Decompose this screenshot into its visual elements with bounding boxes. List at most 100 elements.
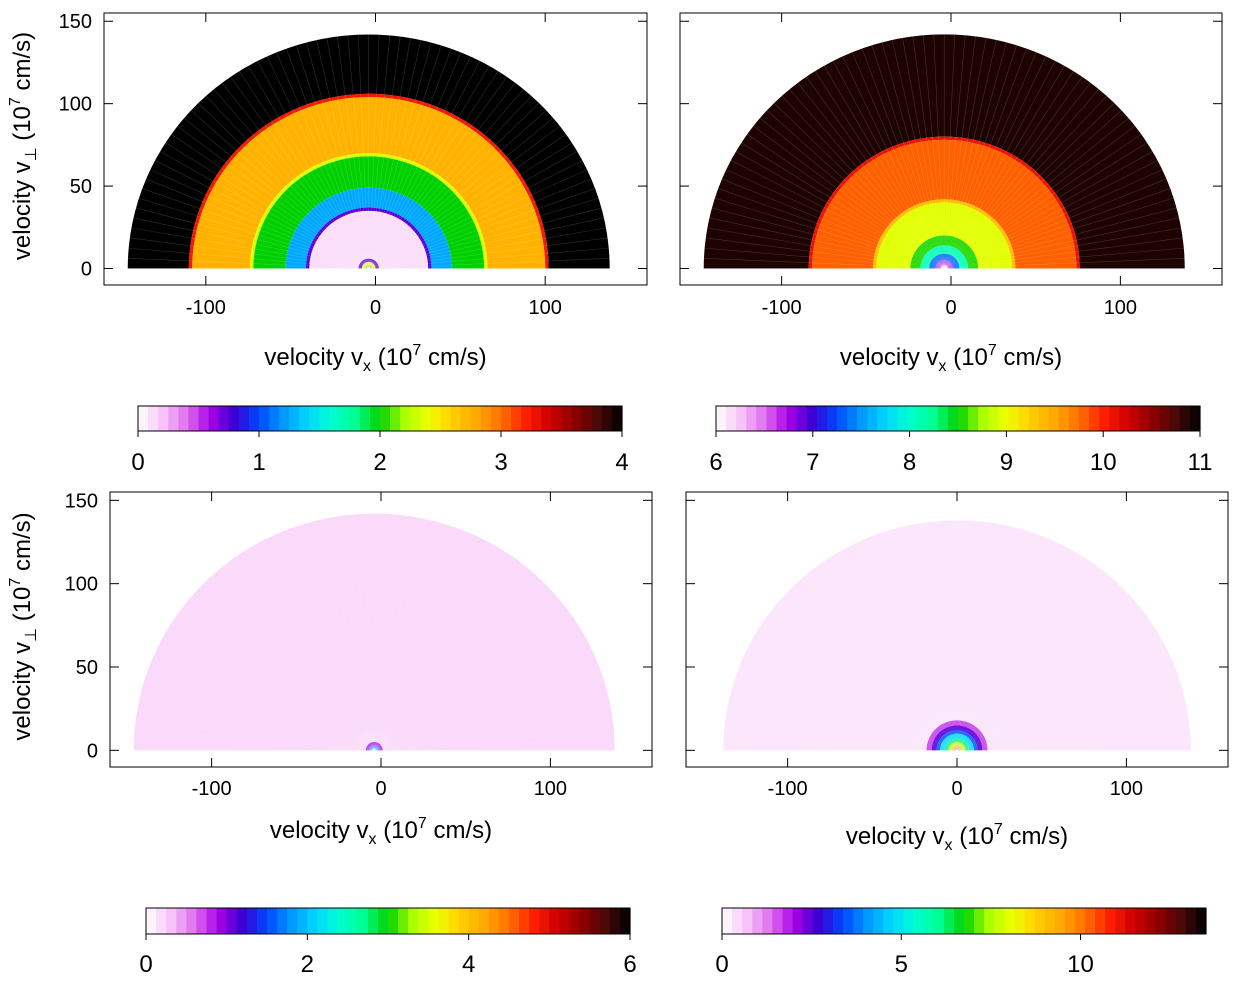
cell-spoke [944, 151, 1153, 269]
colorbar-swatch [907, 406, 919, 431]
colorbar-swatch [1159, 406, 1171, 431]
colorbar-swatch [786, 406, 798, 431]
cell-spoke [946, 520, 958, 751]
colorbar-tick-label: 0 [139, 951, 152, 978]
colorbar-swatch [1175, 908, 1187, 934]
cell-spoke [352, 514, 375, 751]
cell-spoke [373, 531, 467, 751]
cell-spoke [944, 142, 1148, 269]
colorbar-tick-label: 0 [715, 951, 728, 978]
cell-spoke [944, 197, 1174, 269]
cell-spoke [374, 631, 583, 751]
colorbar-swatch [448, 908, 460, 934]
cell-spoke [944, 258, 1185, 269]
colorbar-swatch [367, 908, 379, 934]
cell-spoke [798, 580, 958, 751]
y-label-end: cm/s) [9, 32, 36, 97]
ring-3 [936, 730, 978, 751]
cell-spoke [196, 590, 375, 751]
cell-spoke [709, 217, 945, 269]
colorbar-swatch [1179, 406, 1191, 431]
colorbar-swatch [1169, 406, 1181, 431]
colorbar-tick-label: 0 [131, 449, 144, 476]
cell-spoke [177, 125, 369, 269]
cell-spoke [956, 521, 978, 751]
cell-spoke [272, 535, 375, 751]
cell-spoke [789, 88, 945, 269]
cell-spoke [247, 65, 369, 269]
cell-spoke [139, 698, 375, 751]
cell-spoke [926, 522, 958, 751]
colorbar-swatch [722, 908, 733, 934]
cell-spoke [867, 537, 958, 751]
cell-spoke [759, 117, 945, 269]
x-label-main: velocity v [840, 344, 939, 371]
colorbar-swatch [716, 406, 727, 431]
cell-spoke [943, 82, 1091, 269]
x-label-tail: (10 [377, 817, 418, 844]
cell-spoke [944, 247, 1184, 269]
cell-spoke [373, 519, 427, 751]
colorbar-swatch [964, 908, 975, 934]
cell-spoke [203, 582, 375, 751]
cell-spoke [916, 523, 958, 751]
cell-spoke [236, 556, 375, 751]
colorbar-swatch [1064, 908, 1076, 934]
cell-spoke [944, 160, 1158, 269]
ring-8 [954, 747, 960, 751]
cell-spoke [943, 36, 976, 269]
cell-spoke [342, 515, 375, 751]
cell-spoke [956, 561, 1092, 751]
cell-spoke [831, 556, 958, 751]
colorbar-swatch [357, 908, 369, 934]
colorbar-swatch [138, 406, 149, 431]
cell-spoke [848, 546, 958, 751]
colorbar-swatch [238, 406, 250, 431]
cell-spoke [703, 258, 945, 269]
colorbar-swatch [226, 908, 238, 934]
colorbar-swatch [1008, 406, 1020, 431]
cell-spoke [211, 575, 375, 751]
cell-spoke [943, 70, 1074, 269]
colorbar-swatch [327, 908, 339, 934]
colorbar-swatch [478, 908, 490, 934]
cell-spoke [933, 34, 945, 269]
cell-spoke [183, 606, 375, 751]
cell-spoke [205, 95, 369, 269]
cell-spoke [244, 550, 375, 751]
colorbar-swatch [958, 406, 969, 431]
colorbar-swatch [259, 406, 270, 431]
cell-spoke [944, 169, 1163, 269]
cell-spoke [842, 56, 945, 269]
colorbar-swatch [732, 908, 743, 934]
cell-spoke [135, 207, 369, 269]
cell-spoke [374, 698, 610, 751]
cell-spoke [944, 178, 1167, 269]
cell-spoke [374, 708, 612, 751]
cell-spoke [871, 45, 945, 269]
colorbar-swatch [317, 908, 329, 934]
colorbar-tick-label: 1 [252, 449, 265, 476]
colorbar-swatch [186, 908, 198, 934]
cell-spoke [368, 237, 608, 269]
colorbar-swatch [267, 908, 278, 934]
ring-8 [358, 258, 379, 269]
cell-spoke [368, 34, 380, 269]
colorbar-tick-label: 10 [1090, 449, 1117, 476]
colorbar-swatch [178, 406, 190, 431]
colorbar-swatch [994, 908, 1005, 934]
cell-spoke [956, 573, 1108, 751]
x-tick-label: 100 [534, 778, 567, 800]
cell-spoke [943, 35, 966, 269]
cell-grid [133, 513, 615, 751]
cell-spoke [373, 550, 504, 751]
cell-spoke [311, 521, 375, 751]
cell-spoke [368, 76, 508, 269]
colorbar-swatch [468, 908, 480, 934]
cell-spoke [891, 39, 945, 269]
y-tick-label: 0 [81, 259, 92, 281]
colorbar-swatch [877, 406, 889, 431]
x-label-sub: x [363, 358, 371, 375]
colorbar-bottom-right: 0 5 10 [715, 907, 1207, 978]
cell-spoke [956, 587, 1123, 751]
